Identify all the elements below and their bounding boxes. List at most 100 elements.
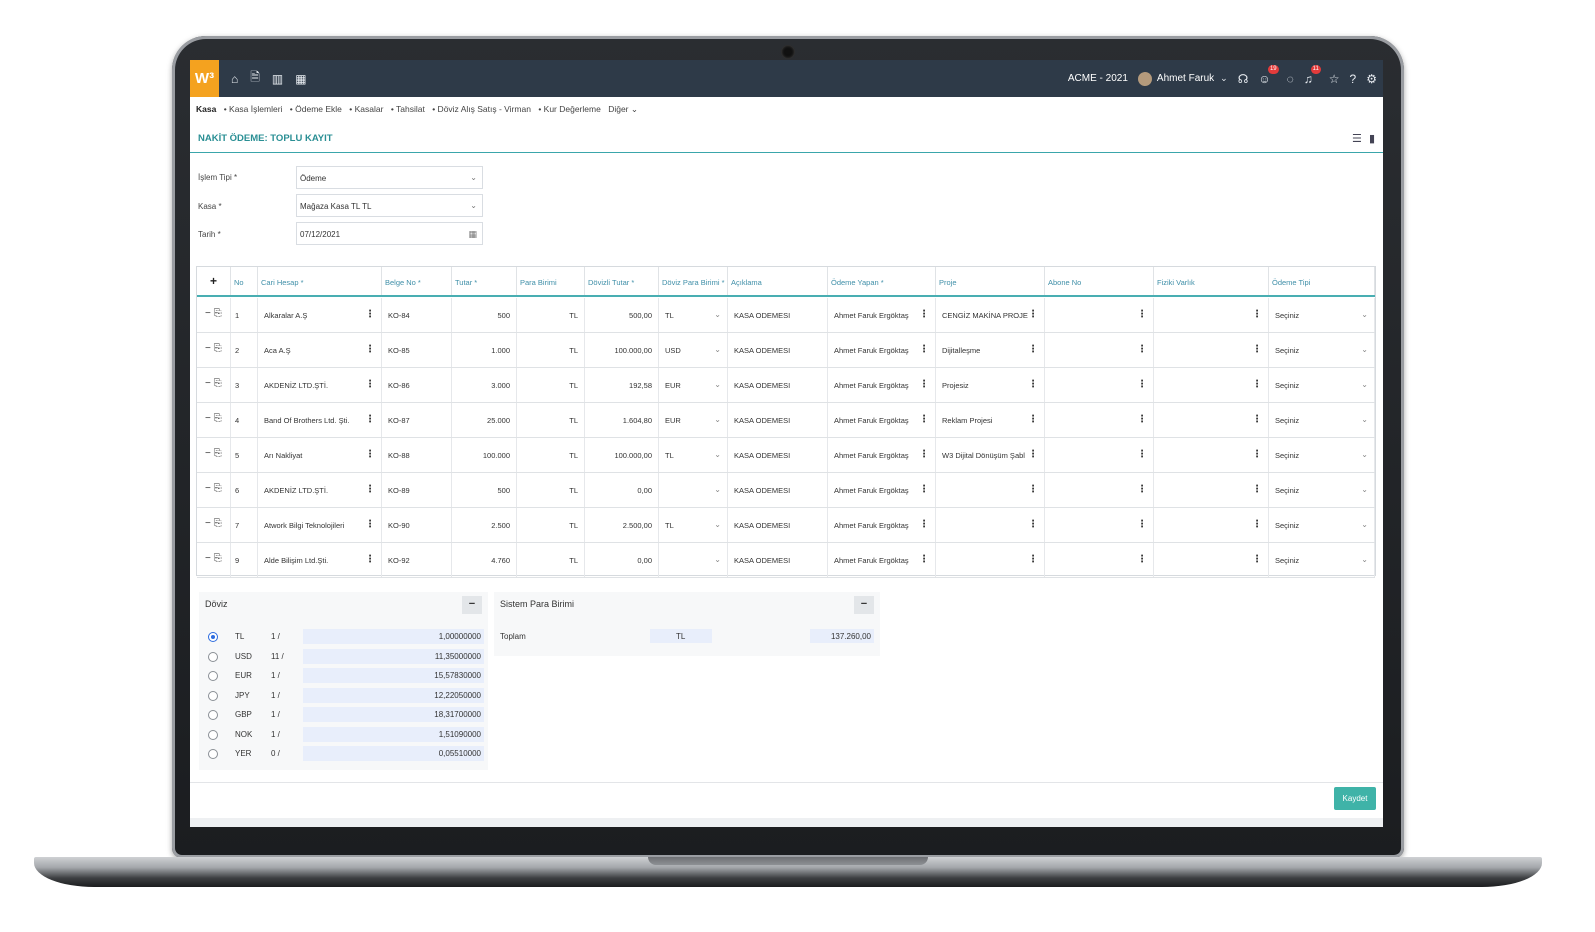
table-cell[interactable]: Seçiniz ⌄	[1269, 543, 1375, 577]
gear-icon[interactable]: ⚙	[1366, 71, 1377, 86]
remove-row-icon[interactable]: −	[205, 378, 211, 389]
breadcrumb-kasa-islemleri[interactable]: • Kasa İşlemleri	[223, 104, 283, 114]
currency-rate-input[interactable]: 11,35000000	[303, 648, 484, 664]
copy-row-icon[interactable]: ⎘	[210, 378, 222, 389]
table-cell[interactable]: KO-90	[382, 508, 452, 542]
breadcrumb-tahsilat[interactable]: • Tahsilat	[390, 104, 425, 114]
table-cell[interactable]: ⋮	[1154, 438, 1269, 472]
more-options-icon[interactable]: ⋮	[1252, 484, 1262, 495]
table-cell[interactable]: 5	[231, 438, 258, 472]
avatar[interactable]	[1137, 71, 1152, 86]
breadcrumb-kasa[interactable]: Kasa	[196, 104, 217, 114]
table-cell[interactable]: EUR ⌄	[659, 403, 728, 437]
currency-radio[interactable]	[208, 690, 218, 701]
remove-row-icon[interactable]: −	[205, 413, 211, 424]
table-cell[interactable]: 500	[452, 298, 517, 332]
table-cell[interactable]: KO-87	[382, 403, 452, 437]
more-options-icon[interactable]: ⋮	[365, 449, 375, 460]
table-cell[interactable]: 9	[231, 543, 258, 577]
table-cell[interactable]: Seçiniz ⌄	[1269, 508, 1375, 542]
table-cell[interactable]: TL ⌄	[659, 508, 728, 542]
table-cell[interactable]: Arı Nakliyat ⋮	[258, 438, 382, 472]
messages-icon[interactable]: ☺ 19	[1258, 64, 1279, 86]
table-cell[interactable]: 100.000	[452, 438, 517, 472]
table-cell[interactable]: KO-84	[382, 298, 452, 332]
table-cell[interactable]: TL	[517, 438, 585, 472]
table-cell[interactable]: ⋮	[1154, 473, 1269, 507]
table-cell[interactable]: Seçiniz ⌄	[1269, 473, 1375, 507]
kasa-select[interactable]: Mağaza Kasa TL TL ⌄	[296, 194, 483, 217]
islem-tipi-select[interactable]: Ödeme ⌄	[296, 166, 483, 189]
more-options-icon[interactable]: ⋮	[919, 379, 929, 390]
table-cell[interactable]: KO-85	[382, 333, 452, 367]
calendar-icon[interactable]: ▦	[468, 229, 477, 239]
table-cell[interactable]: 0,00	[585, 473, 659, 507]
table-cell[interactable]: Seçiniz ⌄	[1269, 298, 1375, 332]
currency-rate-input[interactable]: 1,51090000	[303, 726, 484, 742]
currency-radio[interactable]	[208, 710, 218, 720]
table-cell[interactable]: TL ⌄	[659, 438, 728, 472]
table-cell[interactable]: KASA ODEMESI	[728, 333, 828, 367]
remove-row-icon[interactable]: −	[205, 308, 211, 319]
list-icon[interactable]: ☰	[1352, 133, 1362, 145]
table-cell[interactable]: 2	[231, 333, 258, 367]
table-cell[interactable]: 2.500,00	[585, 508, 659, 542]
more-options-icon[interactable]: ⋮	[1137, 519, 1147, 530]
more-options-icon[interactable]: ⋮	[1028, 519, 1038, 530]
table-cell[interactable]: 1.604,80	[585, 403, 659, 437]
table-cell[interactable]: 100.000,00	[585, 333, 659, 367]
table-cell[interactable]: CENGİZ MAKİNA PROJE ⋮	[936, 298, 1045, 332]
more-options-icon[interactable]: ⋮	[1137, 379, 1147, 390]
more-options-icon[interactable]: ⋮	[1137, 414, 1147, 425]
table-cell[interactable]: TL ⌄	[659, 298, 728, 332]
home-icon[interactable]: ⌂	[231, 71, 239, 86]
table-cell[interactable]: KO-86	[382, 368, 452, 402]
company-selector[interactable]: ACME - 2021	[1067, 73, 1128, 84]
more-options-icon[interactable]: ⋮	[1252, 554, 1262, 565]
more-options-icon[interactable]: ⋮	[919, 519, 929, 530]
table-cell[interactable]: 25.000	[452, 403, 517, 437]
add-row-button[interactable]: +	[197, 267, 231, 295]
help-icon[interactable]: ?	[1349, 71, 1357, 86]
table-cell[interactable]: KO-88	[382, 438, 452, 472]
collapse-button[interactable]: −	[462, 596, 482, 614]
table-cell[interactable]: Ahmet Faruk Ergöktaş ⋮	[828, 298, 936, 332]
table-cell[interactable]: ⌄	[659, 473, 728, 507]
copy-row-icon[interactable]: ⎘	[210, 483, 222, 494]
breadcrumb-doviz-virman[interactable]: • Döviz Alış Satış - Virman	[432, 104, 531, 114]
copy-row-icon[interactable]: ⎘	[210, 343, 222, 354]
table-cell[interactable]: 192,58	[585, 368, 659, 402]
more-options-icon[interactable]: ⋮	[1028, 379, 1038, 390]
more-options-icon[interactable]: ⋮	[919, 449, 929, 460]
copy-row-icon[interactable]: ⎘	[210, 553, 222, 564]
table-cell[interactable]: ⋮	[1154, 543, 1269, 577]
copy-row-icon[interactable]: ⎘	[210, 413, 222, 424]
table-cell[interactable]: KASA ODEMESI	[728, 473, 828, 507]
copy-row-icon[interactable]: ⎘	[210, 448, 222, 459]
more-options-icon[interactable]: ⋮	[1028, 449, 1038, 460]
table-cell[interactable]: USD ⌄	[659, 333, 728, 367]
table-cell[interactable]: 1.000	[452, 333, 517, 367]
table-cell[interactable]: Ahmet Faruk Ergöktaş ⋮	[828, 438, 936, 472]
currency-radio[interactable]	[208, 651, 218, 662]
table-cell[interactable]: ⌄	[659, 543, 728, 577]
table-cell[interactable]: ⋮	[1154, 333, 1269, 367]
more-options-icon[interactable]: ⋮	[1028, 414, 1038, 425]
chart-icon[interactable]: ▥	[271, 71, 284, 86]
remove-row-icon[interactable]: −	[205, 553, 211, 564]
table-cell[interactable]: 4	[231, 403, 258, 437]
chat-icon[interactable]: ◌	[1286, 71, 1294, 86]
table-cell[interactable]: Seçiniz ⌄	[1269, 368, 1375, 402]
breadcrumb-kur-degerleme[interactable]: • Kur Değerleme	[538, 104, 601, 114]
more-options-icon[interactable]: ⋮	[1137, 344, 1147, 355]
breadcrumb-diger[interactable]: Diğer ⌄	[608, 104, 638, 114]
table-cell[interactable]: TL	[517, 403, 585, 437]
table-cell[interactable]: Alkaralar A.Ş ⋮	[258, 298, 382, 332]
table-cell[interactable]: Seçiniz ⌄	[1269, 333, 1375, 367]
more-options-icon[interactable]: ⋮	[1028, 484, 1038, 495]
more-options-icon[interactable]: ⋮	[365, 344, 375, 355]
remove-row-icon[interactable]: −	[205, 448, 211, 459]
currency-rate-input[interactable]: 1,00000000	[303, 629, 484, 644]
table-cell[interactable]: KASA ODEMESI	[728, 438, 828, 472]
table-cell[interactable]: TL	[517, 333, 585, 367]
